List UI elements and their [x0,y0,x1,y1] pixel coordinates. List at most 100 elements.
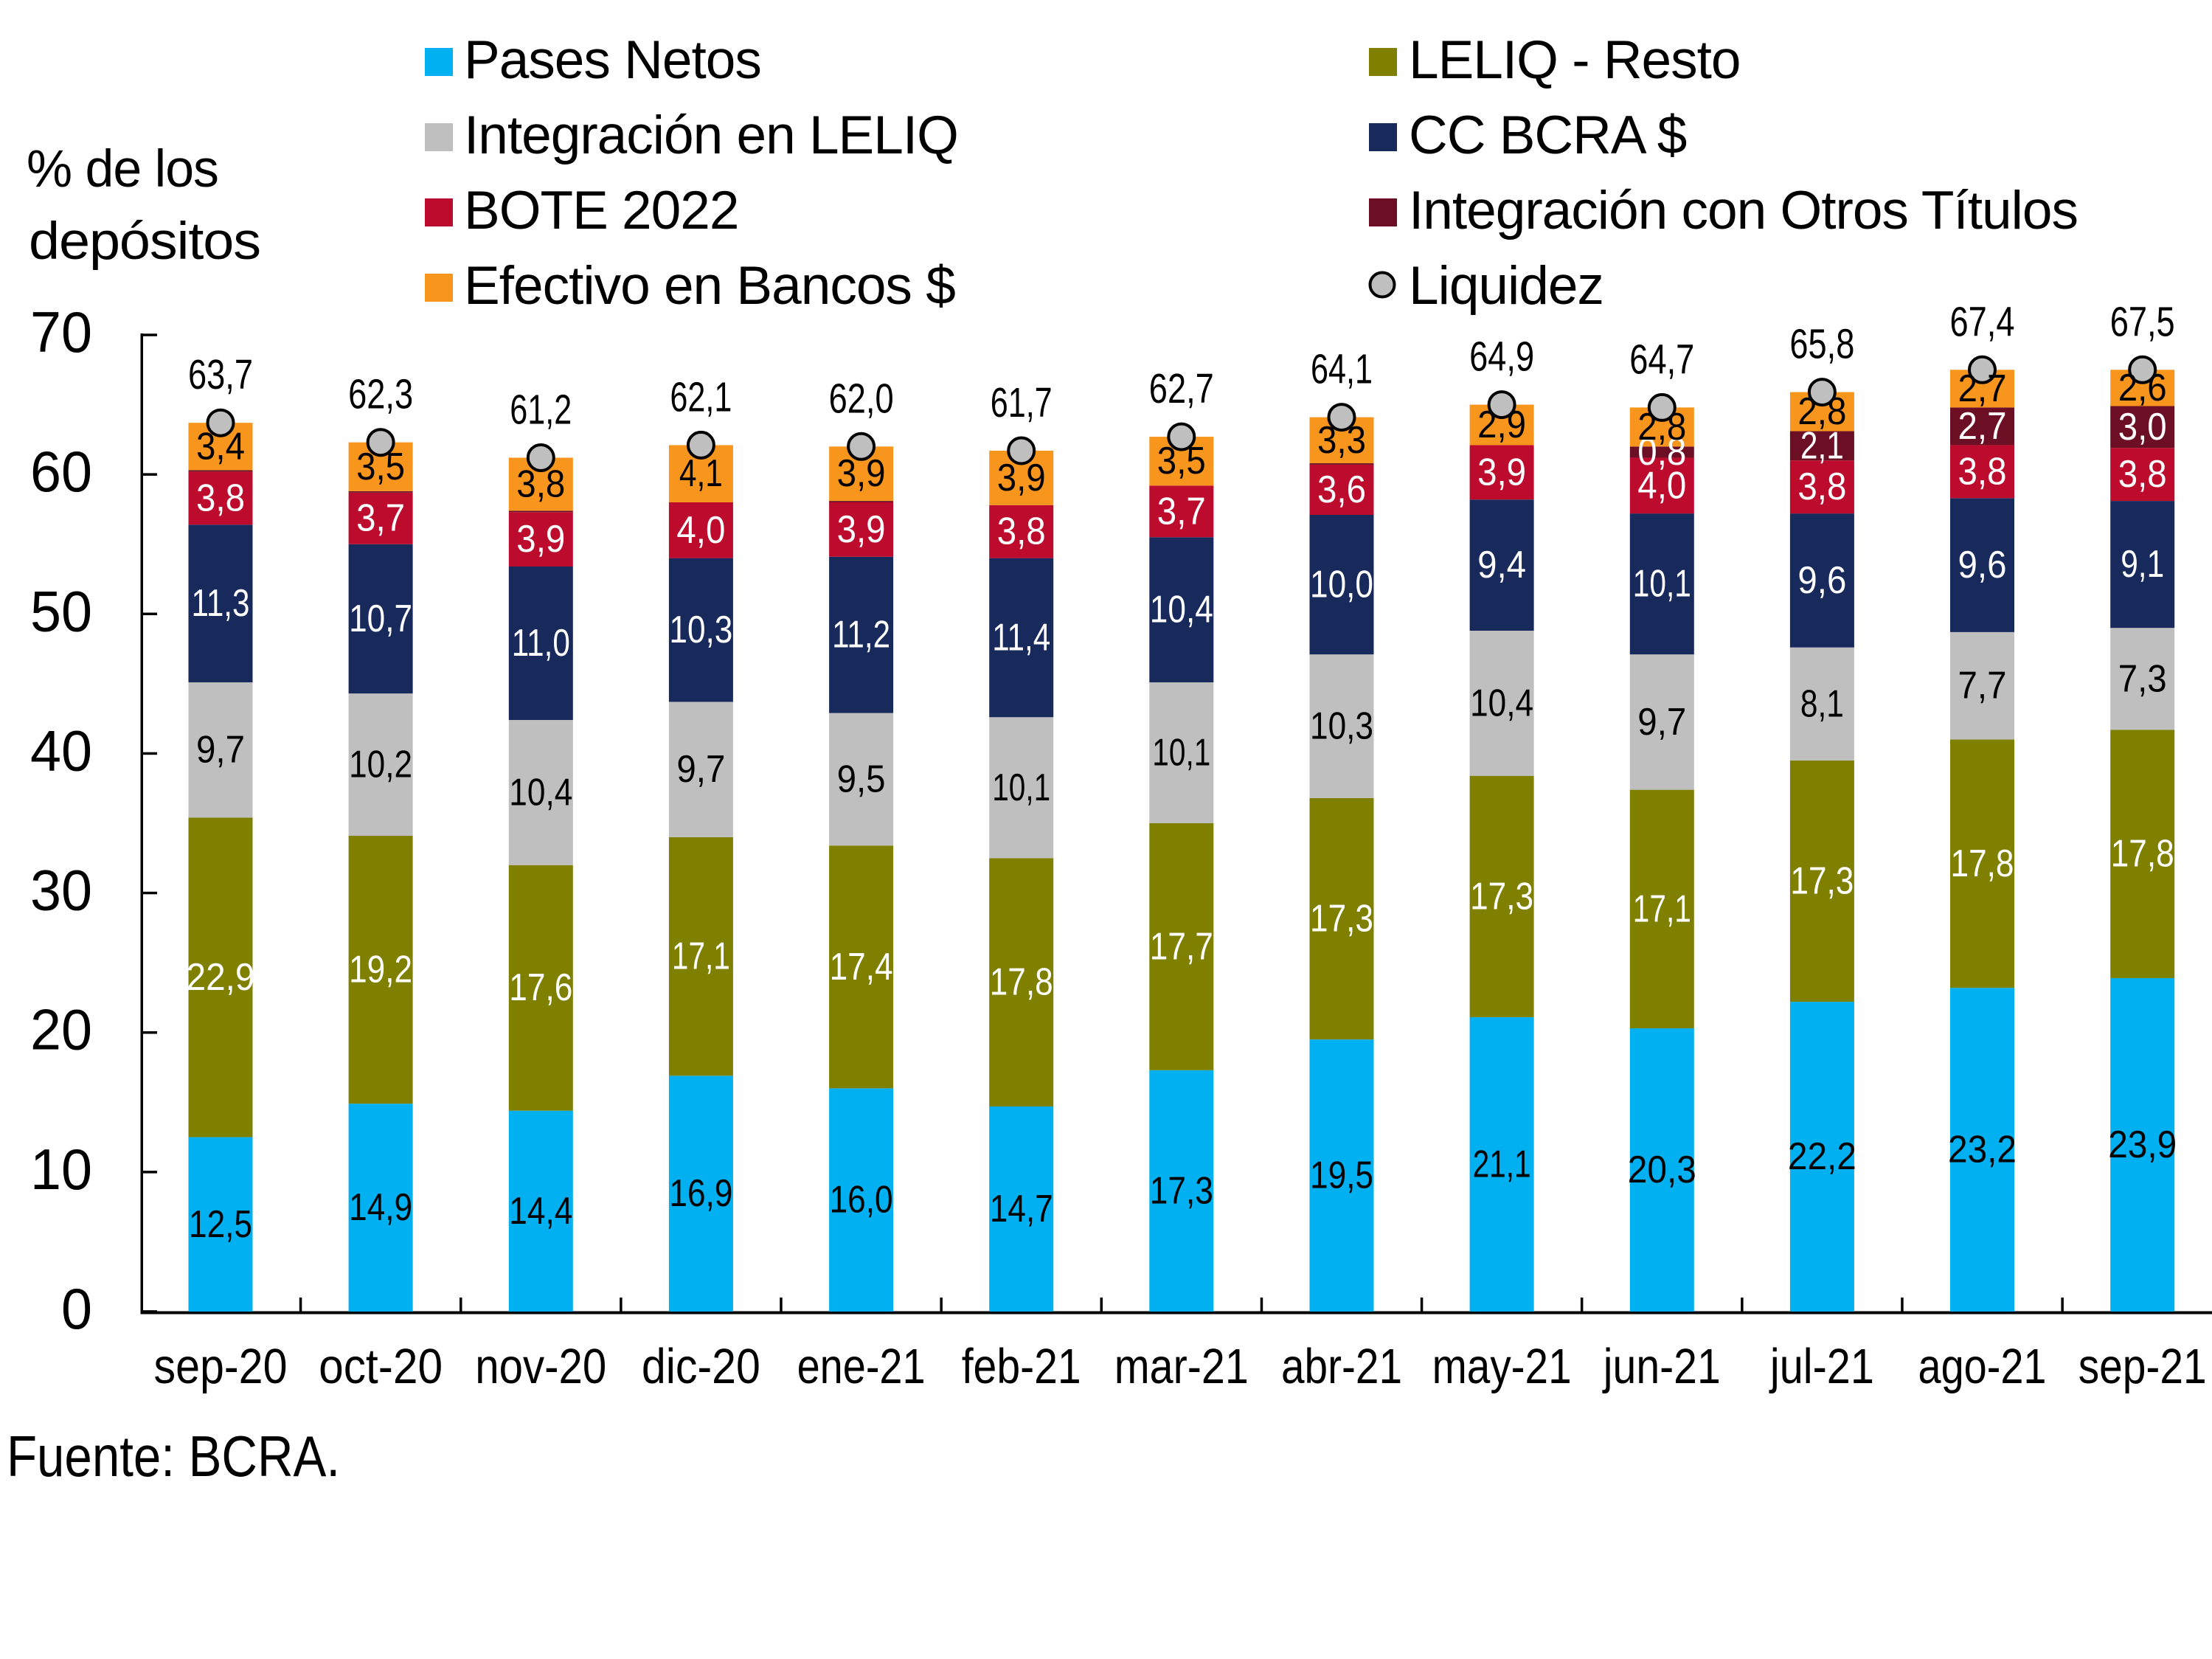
svg-text:10,7: 10,7 [349,598,412,640]
svg-text:10,4: 10,4 [509,771,572,814]
svg-text:nov-20: nov-20 [475,1339,606,1394]
svg-text:may-21: may-21 [1432,1339,1572,1394]
svg-text:3,5: 3,5 [356,446,405,488]
svg-text:21,1: 21,1 [1473,1143,1531,1186]
svg-text:mar-21: mar-21 [1114,1339,1249,1394]
svg-text:12,5: 12,5 [189,1203,252,1246]
svg-text:62,3: 62,3 [348,371,413,418]
svg-text:62,1: 62,1 [670,373,732,420]
svg-text:17,8: 17,8 [1951,842,2014,885]
svg-text:23,2: 23,2 [1948,1129,2017,1171]
svg-text:11,4: 11,4 [992,617,1050,659]
svg-text:63,7: 63,7 [188,351,253,398]
svg-text:3,9: 3,9 [1477,451,1526,493]
svg-text:depósitos: depósitos [29,212,260,271]
svg-text:70: 70 [30,299,92,364]
svg-text:50: 50 [30,578,92,643]
svg-text:0: 0 [61,1276,92,1341]
svg-text:19,5: 19,5 [1310,1154,1373,1197]
svg-text:23,9: 23,9 [2108,1123,2177,1166]
svg-text:40: 40 [30,718,92,783]
svg-text:64,1: 64,1 [1311,346,1373,393]
svg-text:3,9: 3,9 [516,518,565,561]
svg-text:3,8: 3,8 [196,477,245,519]
svg-text:11,0: 11,0 [512,622,570,665]
svg-text:9,5: 9,5 [837,758,886,800]
svg-text:11,3: 11,3 [192,582,250,625]
svg-text:17,1: 17,1 [672,935,730,978]
svg-text:4,0: 4,0 [676,509,725,552]
svg-text:9,6: 9,6 [1797,559,1846,602]
svg-text:67,4: 67,4 [1950,298,2015,345]
svg-text:Integración en LELIQ: Integración en LELIQ [464,105,958,165]
svg-text:3,7: 3,7 [356,497,405,540]
svg-text:3,4: 3,4 [196,425,245,468]
svg-text:2,8: 2,8 [1637,406,1686,448]
svg-text:62,0: 62,0 [829,375,894,422]
svg-text:67,5: 67,5 [2110,298,2175,345]
svg-text:jun-21: jun-21 [1602,1339,1721,1394]
svg-text:Efectivo en Bancos $: Efectivo en Bancos $ [464,256,955,316]
svg-text:9,6: 9,6 [1958,544,2007,586]
svg-text:61,7: 61,7 [991,379,1053,426]
svg-text:64,7: 64,7 [1629,336,1694,383]
svg-text:10,4: 10,4 [1150,589,1213,631]
svg-text:17,4: 17,4 [830,946,893,988]
svg-text:abr-21: abr-21 [1281,1339,1402,1394]
svg-text:CC BCRA $: CC BCRA $ [1409,105,1687,165]
svg-text:17,3: 17,3 [1790,860,1854,903]
svg-text:3,7: 3,7 [1157,490,1206,533]
svg-text:10,1: 10,1 [992,766,1050,809]
svg-text:Liquidez: Liquidez [1409,256,1603,316]
svg-text:0,8: 0,8 [1637,431,1686,474]
svg-text:61,2: 61,2 [510,387,572,434]
svg-text:9,1: 9,1 [2121,543,2164,586]
svg-text:17,1: 17,1 [1633,887,1691,930]
svg-text:22,2: 22,2 [1788,1135,1856,1178]
svg-text:10,3: 10,3 [669,609,732,651]
svg-text:8,1: 8,1 [1800,682,1844,725]
svg-text:17,3: 17,3 [1310,898,1373,941]
svg-text:9,7: 9,7 [196,729,245,772]
svg-text:2,1: 2,1 [1800,424,1844,467]
svg-text:9,7: 9,7 [1637,701,1686,744]
svg-text:17,8: 17,8 [2111,833,2174,876]
svg-text:17,7: 17,7 [1150,925,1213,968]
svg-text:ene-21: ene-21 [797,1339,926,1394]
svg-text:3,8: 3,8 [1797,465,1846,508]
svg-text:4,0: 4,0 [1637,464,1686,507]
svg-text:3,8: 3,8 [2118,453,2167,496]
svg-text:16,0: 16,0 [830,1179,893,1222]
svg-text:3,5: 3,5 [1157,440,1206,482]
svg-text:sep-20: sep-20 [154,1339,288,1394]
svg-text:22,9: 22,9 [187,956,255,999]
svg-text:3,6: 3,6 [1317,468,1366,511]
svg-text:10,3: 10,3 [1310,705,1373,748]
svg-text:7,7: 7,7 [1958,665,2007,707]
svg-text:20,3: 20,3 [1628,1149,1696,1191]
svg-text:3,8: 3,8 [997,510,1046,553]
svg-text:19,2: 19,2 [349,949,412,991]
svg-text:2,9: 2,9 [1477,404,1526,446]
svg-text:20: 20 [30,997,92,1062]
svg-text:4,1: 4,1 [679,452,723,495]
svg-text:2,7: 2,7 [1958,367,2007,410]
svg-text:2,8: 2,8 [1797,390,1846,433]
svg-text:Integración con Otros Títulos: Integración con Otros Títulos [1409,181,2078,240]
svg-text:60: 60 [30,439,92,504]
svg-text:2,7: 2,7 [1958,405,2007,448]
svg-text:9,7: 9,7 [676,748,725,791]
svg-text:11,2: 11,2 [832,614,890,657]
svg-text:14,7: 14,7 [990,1188,1053,1230]
svg-text:17,6: 17,6 [509,966,572,1009]
svg-text:dic-20: dic-20 [642,1339,760,1394]
svg-text:3,3: 3,3 [1317,419,1366,462]
svg-text:14,9: 14,9 [349,1186,412,1229]
svg-text:14,4: 14,4 [509,1190,572,1233]
svg-text:9,4: 9,4 [1477,544,1526,586]
svg-text:17,8: 17,8 [990,961,1053,1004]
svg-text:10,4: 10,4 [1470,682,1533,724]
svg-text:3,9: 3,9 [837,508,886,551]
svg-text:% de los: % de los [27,140,218,198]
svg-text:10,1: 10,1 [1152,732,1210,775]
